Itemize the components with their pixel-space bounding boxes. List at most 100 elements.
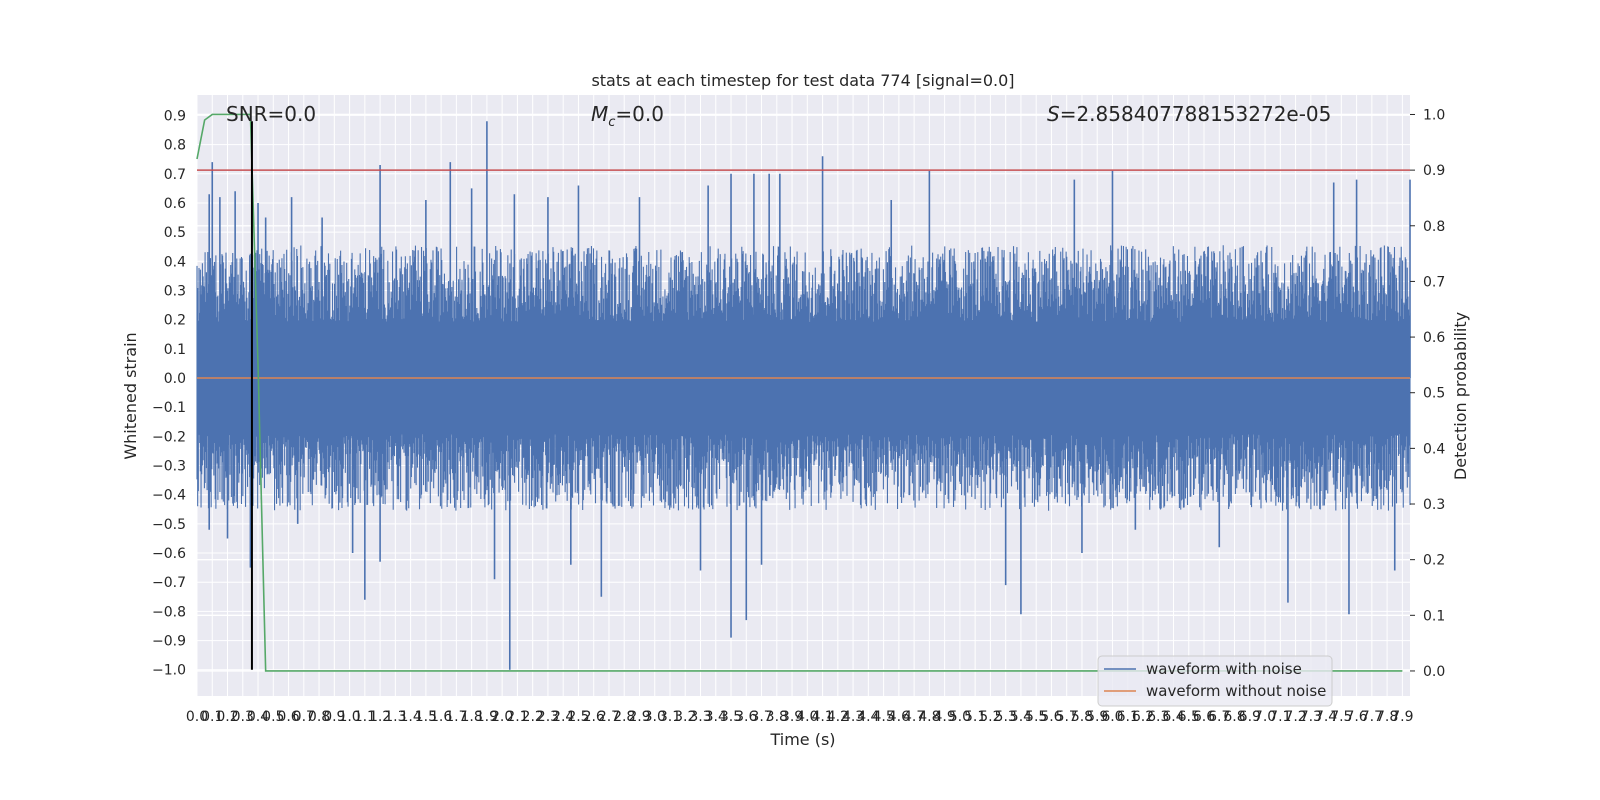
x-tick-label: 5.8 bbox=[1071, 709, 1093, 725]
y-tick-label: −1.0 bbox=[152, 663, 186, 679]
x-tick-label: 1.6 bbox=[430, 709, 452, 725]
x-tick-label: 1.1 bbox=[354, 709, 376, 725]
y-tick-label: 0.3 bbox=[164, 283, 186, 299]
x-tick-label: 0.5 bbox=[262, 709, 284, 725]
x-tick-label: 0.9 bbox=[323, 709, 345, 725]
x-tick-label: 7.9 bbox=[1391, 709, 1413, 725]
x-tick-label: 6.4 bbox=[1162, 709, 1184, 725]
x-tick-label: 6.2 bbox=[1132, 709, 1154, 725]
noise-waveform-series bbox=[196, 121, 1411, 670]
y-tick-label: 0.8 bbox=[164, 138, 186, 154]
x-tick-label: 3.6 bbox=[735, 709, 757, 725]
y-tick-label: −0.2 bbox=[152, 429, 186, 445]
x-tick-label: 3.3 bbox=[689, 709, 711, 725]
x-tick-label: 4.9 bbox=[934, 709, 956, 725]
x-tick-label: 2.1 bbox=[506, 709, 528, 725]
x-tick-label: 3.9 bbox=[781, 709, 803, 725]
right-y-tick-label: 0.2 bbox=[1423, 553, 1445, 569]
x-tick-label: 7.2 bbox=[1284, 709, 1306, 725]
x-tick-label: 2.9 bbox=[628, 709, 650, 725]
x-tick-label: 3.7 bbox=[750, 709, 772, 725]
x-axis-label: Time (s) bbox=[769, 730, 835, 749]
x-tick-label: 0.0 bbox=[186, 709, 208, 725]
x-tick-label: 4.0 bbox=[796, 709, 818, 725]
x-tick-label: 6.6 bbox=[1193, 709, 1215, 725]
right-y-tick-label: 0.6 bbox=[1423, 330, 1445, 346]
x-tick-label: 2.2 bbox=[522, 709, 544, 725]
right-y-tick-label: 0.8 bbox=[1423, 219, 1445, 235]
x-tick-label: 1.5 bbox=[415, 709, 437, 725]
s-value: =2.858407788153272e-05 bbox=[1060, 102, 1332, 126]
x-tick-label: 2.3 bbox=[537, 709, 559, 725]
chirp-mass-annotation: Mc=0.0 bbox=[591, 102, 664, 130]
x-tick-labels: 0.00.10.20.30.40.50.60.70.80.91.01.11.21… bbox=[186, 709, 1414, 725]
x-tick-label: 6.7 bbox=[1208, 709, 1230, 725]
x-tick-label: 5.9 bbox=[1086, 709, 1108, 725]
chirp-mass-value: =0.0 bbox=[615, 102, 664, 126]
x-tick-label: 1.7 bbox=[445, 709, 467, 725]
x-tick-label: 7.5 bbox=[1330, 709, 1352, 725]
y-tick-label: −0.6 bbox=[152, 546, 186, 562]
right-y-tick-label: 0.4 bbox=[1423, 441, 1445, 457]
detection-probability-line bbox=[196, 113, 1403, 672]
x-tick-label: 6.0 bbox=[1101, 709, 1123, 725]
x-tick-label: 0.8 bbox=[308, 709, 330, 725]
x-tick-label: 3.8 bbox=[766, 709, 788, 725]
x-tick-label: 0.7 bbox=[293, 709, 315, 725]
x-tick-label: 7.0 bbox=[1254, 709, 1276, 725]
y-tick-label: 0.2 bbox=[164, 313, 186, 329]
y-tick-label: 0.5 bbox=[164, 225, 186, 241]
y-tick-label: 0.6 bbox=[164, 196, 186, 212]
y-tick-label: −0.8 bbox=[152, 604, 186, 620]
x-tick-label: 7.4 bbox=[1315, 709, 1337, 725]
x-tick-label: 0.2 bbox=[216, 709, 238, 725]
x-tick-label: 2.5 bbox=[567, 709, 589, 725]
x-tick-label: 2.0 bbox=[491, 709, 513, 725]
x-tick-label: 2.8 bbox=[613, 709, 635, 725]
right-y-tick-label: 0.3 bbox=[1423, 497, 1445, 513]
x-tick-label: 1.2 bbox=[369, 709, 391, 725]
x-tick-label: 5.3 bbox=[995, 709, 1017, 725]
x-tick-label: 0.4 bbox=[247, 709, 269, 725]
x-tick-label: 7.1 bbox=[1269, 709, 1291, 725]
chirp-mass-subscript: c bbox=[608, 115, 615, 130]
x-tick-label: 4.1 bbox=[811, 709, 833, 725]
x-tick-label: 5.5 bbox=[1025, 709, 1047, 725]
x-tick-label: 7.8 bbox=[1376, 709, 1398, 725]
y-tick-label: −0.4 bbox=[152, 488, 186, 504]
y-tick-label: 0.1 bbox=[164, 342, 186, 358]
x-tick-label: 3.0 bbox=[644, 709, 666, 725]
x-tick-label: 5.2 bbox=[979, 709, 1001, 725]
x-tick-label: 6.9 bbox=[1239, 709, 1261, 725]
y-tick-label: −0.1 bbox=[152, 400, 186, 416]
x-tick-label: 3.5 bbox=[720, 709, 742, 725]
y-tick-label: 0.9 bbox=[164, 108, 186, 124]
x-tick-label: 0.1 bbox=[201, 709, 223, 725]
x-tick-label: 4.8 bbox=[918, 709, 940, 725]
x-tick-label: 4.2 bbox=[827, 709, 849, 725]
x-tick-label: 6.1 bbox=[1117, 709, 1139, 725]
x-tick-label: 1.9 bbox=[476, 709, 498, 725]
left-y-axis-label: Whitened strain bbox=[121, 332, 140, 459]
x-tick-label: 3.2 bbox=[674, 709, 696, 725]
legend-label-clean: waveform without noise bbox=[1146, 682, 1326, 700]
x-tick-label: 5.4 bbox=[1010, 709, 1032, 725]
x-tick-label: 5.0 bbox=[949, 709, 971, 725]
right-y-tick-label: 0.7 bbox=[1423, 274, 1445, 290]
x-tick-label: 6.5 bbox=[1178, 709, 1200, 725]
y-tick-label: −0.7 bbox=[152, 575, 186, 591]
left-y-tick-labels: 0.9 0.8 0.7 0.6 0.5 0.4 0.3 0.2 0.1 0.0 −0.1 −0.2 −0… bbox=[152, 108, 186, 678]
x-tick-label: 1.0 bbox=[338, 709, 360, 725]
x-tick-label: 5.6 bbox=[1040, 709, 1062, 725]
right-y-axis-label: Detection probability bbox=[1451, 312, 1470, 480]
y-tick-label: −0.5 bbox=[152, 517, 186, 533]
right-y-tick-label: 0.5 bbox=[1423, 386, 1445, 402]
x-tick-label: 1.8 bbox=[461, 709, 483, 725]
s-symbol: S bbox=[1047, 102, 1060, 126]
snr-annotation: SNR=0.0 bbox=[226, 102, 316, 126]
x-tick-label: 7.3 bbox=[1300, 709, 1322, 725]
chirp-mass-symbol: M bbox=[591, 102, 608, 126]
x-tick-label: 0.3 bbox=[232, 709, 254, 725]
x-tick-label: 2.6 bbox=[583, 709, 605, 725]
